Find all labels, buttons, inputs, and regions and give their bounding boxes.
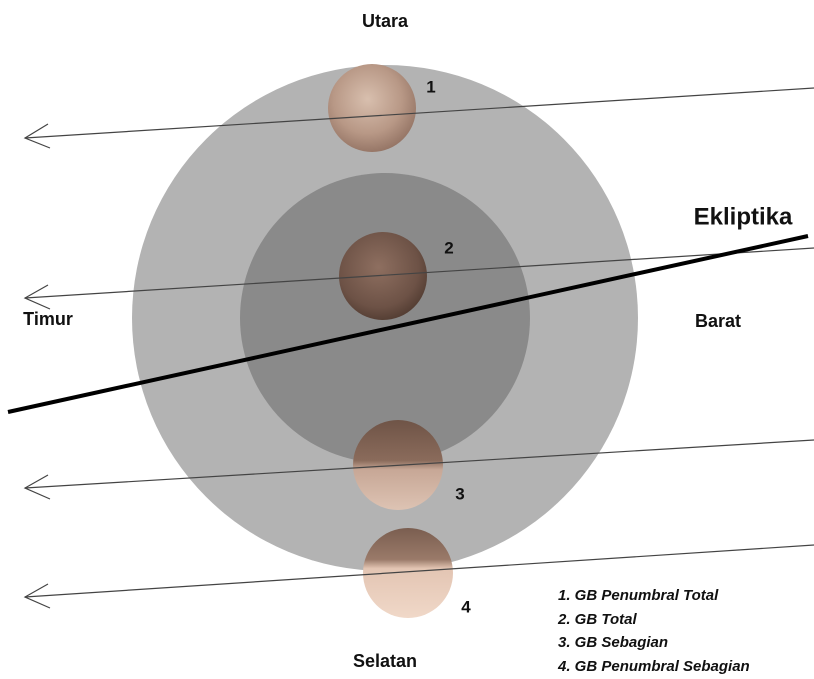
moon xyxy=(363,528,453,618)
moon-number: 4 xyxy=(461,597,471,616)
moon-number: 1 xyxy=(426,77,435,96)
south-label: Selatan xyxy=(353,651,417,671)
legend-item: 1. GB Penumbral Total xyxy=(558,587,719,604)
legend-item: 4. GB Penumbral Sebagian xyxy=(557,658,750,675)
eclipse-diagram: Utara Timur Barat Selatan Ekliptika 1 2 … xyxy=(0,0,814,679)
moon-number: 2 xyxy=(444,238,453,257)
arrow-head xyxy=(25,124,50,148)
north-label: Utara xyxy=(362,11,409,31)
west-label: Barat xyxy=(695,311,741,331)
moon xyxy=(328,64,416,152)
legend-item: 3. GB Sebagian xyxy=(558,634,668,651)
ecliptic-label: Ekliptika xyxy=(694,203,793,230)
moon-number: 3 xyxy=(455,484,464,503)
legend-item: 2. GB Total xyxy=(557,611,637,628)
moon xyxy=(339,232,427,320)
east-label: Timur xyxy=(23,309,73,329)
